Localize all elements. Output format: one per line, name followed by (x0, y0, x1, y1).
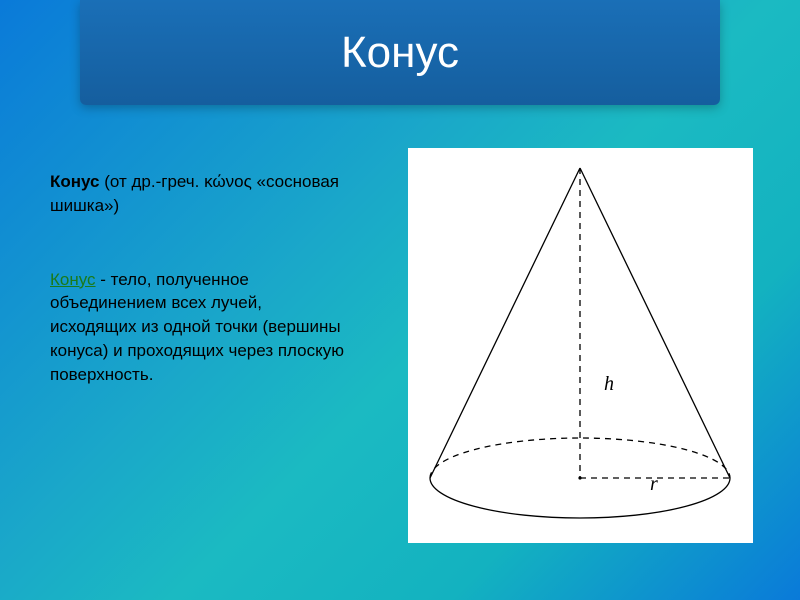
slant-left (430, 168, 580, 478)
paragraph-etymology: Конус (от др.-греч. κώνος «сосновая шишк… (50, 170, 350, 218)
label-r: r (650, 473, 658, 495)
base-front-arc (430, 478, 730, 518)
cone-svg: h r (408, 148, 753, 543)
center-point (578, 476, 581, 479)
term-bold: Конус (50, 172, 100, 191)
cone-diagram: h r (408, 148, 753, 543)
title-bar: Конус (80, 0, 720, 105)
slant-right (580, 168, 730, 478)
label-h: h (604, 373, 614, 395)
page-title: Конус (341, 28, 459, 78)
term-link[interactable]: Конус (50, 270, 96, 289)
paragraph-definition: Конус - тело, полученное объединением вс… (50, 268, 350, 387)
slide: Конус Конус (от др.-греч. κώνος «соснова… (0, 0, 800, 600)
body-text: Конус (от др.-греч. κώνος «сосновая шишк… (50, 170, 350, 387)
